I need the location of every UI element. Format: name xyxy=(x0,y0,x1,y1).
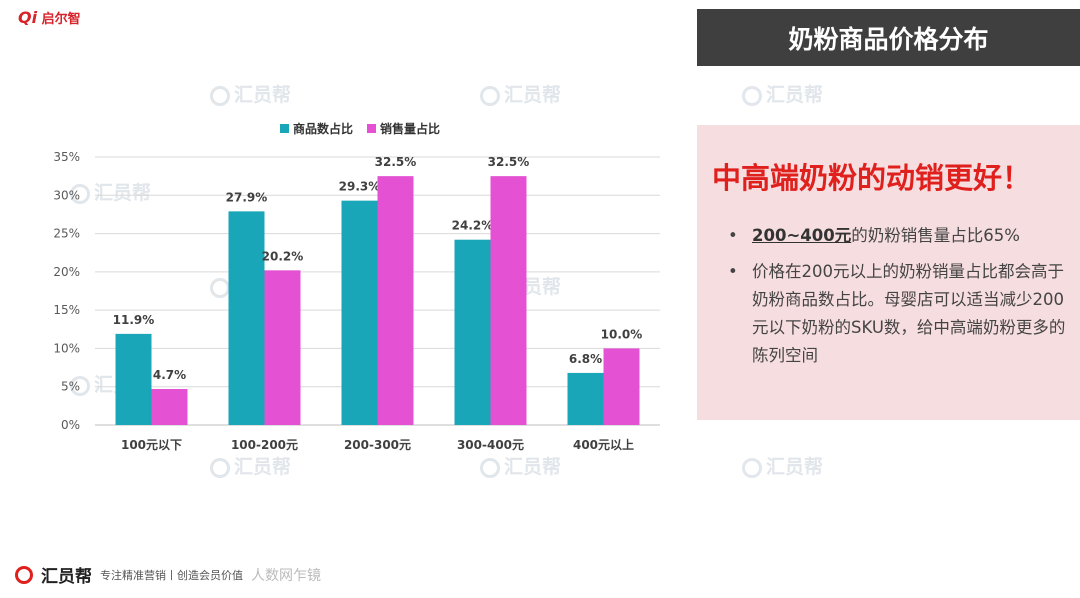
footer-brand: 汇员帮 xyxy=(41,567,92,587)
legend-swatch-series2 xyxy=(367,124,377,133)
y-tick-label: 20% xyxy=(53,265,80,279)
watermark: 汇员帮 xyxy=(210,452,291,479)
watermark: 汇员帮 xyxy=(480,80,561,107)
brand-logo: Qi 启尔智 xyxy=(18,8,81,27)
data-label: 20.2% xyxy=(262,249,304,263)
footer-logo-icon xyxy=(15,565,33,584)
slide-title: 奶粉商品价格分布 xyxy=(697,9,1080,66)
bar-1 xyxy=(115,333,152,425)
watermark-logo-icon xyxy=(70,183,90,204)
y-tick-label: 25% xyxy=(53,227,80,241)
bar-1 xyxy=(341,200,378,425)
data-label: 32.5% xyxy=(488,155,530,169)
watermark-logo-icon xyxy=(742,85,762,106)
x-tick-label: 400元以上 xyxy=(573,437,634,452)
x-tick-label: 300-400元 xyxy=(457,438,524,452)
data-label: 10.0% xyxy=(601,327,643,341)
bar-2 xyxy=(151,389,188,425)
bullet-text: 的奶粉销售量占比65% xyxy=(851,226,1020,245)
bar-chart: 0% 5% 10% 15% 20% 25% 30% 35% 11.9% 4.7% 100元以下 27.… xyxy=(53,150,660,452)
footer-overlay-text: 人数网乍镜 xyxy=(251,567,321,584)
bullet-item: 价格在200元以上的奶粉销量占比都会高于奶粉商品数占比。母婴店可以适当减少200… xyxy=(728,258,1068,370)
bar-1 xyxy=(228,211,265,425)
legend-item-series2: 销售量占比 xyxy=(367,120,440,137)
watermark-logo-icon xyxy=(70,375,90,396)
data-label: 24.2% xyxy=(452,219,494,233)
x-tick-label: 200-300元 xyxy=(344,438,411,452)
data-label: 4.7% xyxy=(153,368,186,382)
watermark: 汇员帮 xyxy=(210,80,291,107)
legend-swatch-series1 xyxy=(280,124,289,133)
watermark: 汇员帮 xyxy=(480,452,561,479)
bullet-item: 200~400元的奶粉销售量占比65% xyxy=(728,222,1068,250)
watermark-logo-icon xyxy=(210,85,230,106)
data-label: 32.5% xyxy=(375,155,417,169)
watermark-logo-icon xyxy=(480,85,500,106)
data-label: 29.3% xyxy=(339,180,381,194)
watermark: 汇员帮 xyxy=(742,80,823,107)
footer-slogan: 专注精准营销丨创造会员价值 xyxy=(100,568,243,582)
legend-label-series2: 销售量占比 xyxy=(380,122,441,136)
data-label: 11.9% xyxy=(113,313,155,327)
legend-item-series1: 商品数占比 xyxy=(280,120,353,137)
chart-legend: 商品数占比 销售量占比 xyxy=(280,120,440,137)
y-tick-label: 30% xyxy=(53,188,80,202)
insight-headline: 中高端奶粉的动销更好！ xyxy=(712,161,1032,195)
insight-bullets: 200~400元的奶粉销售量占比65% 价格在200元以上的奶粉销量占比都会高于… xyxy=(728,222,1068,378)
y-tick-label: 15% xyxy=(53,303,80,317)
watermark-logo-icon xyxy=(742,457,762,478)
watermark-logo-icon xyxy=(480,457,500,478)
watermark-logo-icon xyxy=(210,457,230,478)
x-tick-label: 100元以下 xyxy=(121,438,182,452)
data-label: 27.9% xyxy=(226,190,268,204)
bar-2 xyxy=(603,348,640,425)
y-tick-label: 5% xyxy=(61,380,80,394)
y-tick-label: 0% xyxy=(61,418,80,432)
y-tick-label: 10% xyxy=(53,341,80,355)
bar-2 xyxy=(264,270,301,425)
watermark: 汇员帮 xyxy=(70,178,151,205)
bullet-highlight: 200~400元 xyxy=(752,226,852,245)
x-tick-label: 100-200元 xyxy=(231,438,298,452)
data-label: 6.8% xyxy=(569,352,602,366)
bar-2 xyxy=(377,176,414,425)
y-tick-label: 35% xyxy=(53,150,80,164)
brand-logo-name: 启尔智 xyxy=(41,12,81,27)
bar-1 xyxy=(454,239,491,425)
bar-2 xyxy=(490,176,527,425)
legend-label-series1: 商品数占比 xyxy=(293,122,354,136)
bar-1 xyxy=(567,372,604,425)
brand-logo-mark: Qi xyxy=(18,8,38,27)
bullet-text: 价格在200元以上的奶粉销量占比都会高于奶粉商品数占比。母婴店可以适当减少200… xyxy=(752,262,1066,365)
footer: 汇员帮 专注精准营销丨创造会员价值 人数网乍镜 xyxy=(15,562,321,587)
watermark: 汇员帮 xyxy=(742,452,823,479)
